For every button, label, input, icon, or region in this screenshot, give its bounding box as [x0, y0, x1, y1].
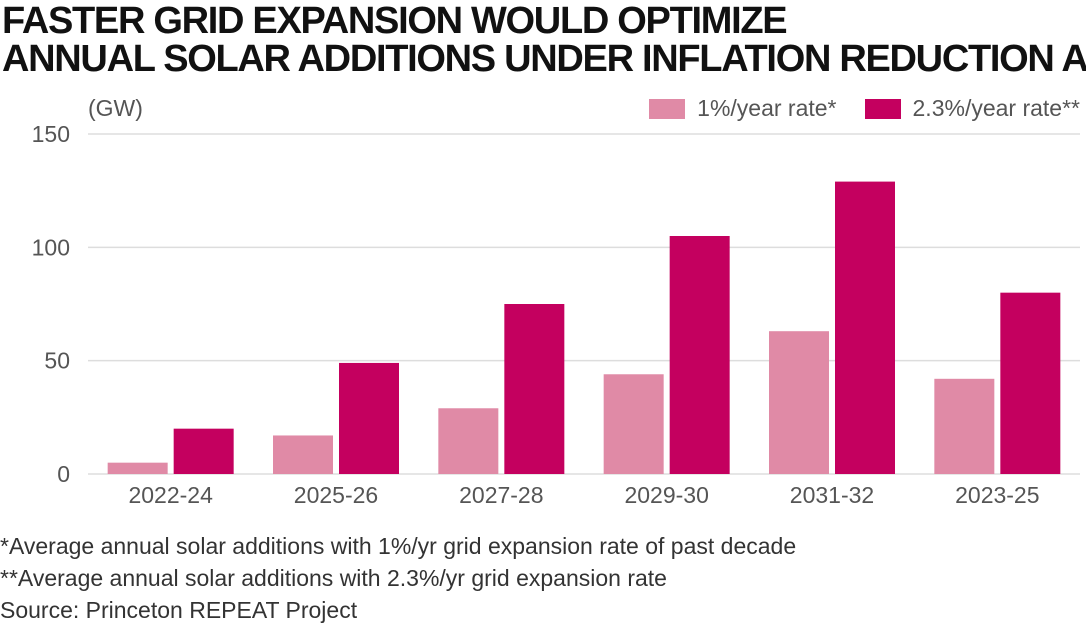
legend-swatch-series-2: [864, 98, 901, 119]
bar-series-2-2025-26: [339, 362, 399, 474]
bar-series-1-2023-25: [934, 378, 995, 474]
x-tick-label-2023-25: 2023-25: [955, 482, 1039, 508]
x-tick-label-2029-30: 2029-30: [624, 482, 708, 508]
chart-title: FASTER GRID EXPANSION WOULD OPTIMIZE ANN…: [2, 0, 1086, 80]
bar-series-2-2027-28: [504, 304, 565, 474]
y-tick-label-0: 0: [57, 461, 70, 487]
footnote-2: **Average annual solar additions with 2.…: [0, 565, 667, 591]
x-tick-label-2031-32: 2031-32: [790, 482, 874, 508]
legend-label-series-1: 1%/year rate*: [697, 95, 837, 121]
bar-series-1-2031-32: [769, 331, 829, 474]
y-tick-label-100: 100: [32, 234, 70, 260]
footnotes: *Average annual solar additions with 1%/…: [0, 530, 796, 626]
footnote-1: *Average annual solar additions with 1%/…: [0, 533, 797, 559]
legend-item-series-2: 2.3%/year rate**: [864, 95, 1080, 122]
y-tick-label-50: 50: [44, 348, 70, 374]
chart-title-line-2: ANNUAL SOLAR ADDITIONS UNDER INFLATION R…: [2, 38, 1086, 80]
bar-series-2-2029-30: [669, 236, 730, 474]
legend-swatch-series-1: [649, 98, 686, 119]
x-tick-label-2025-26: 2025-26: [294, 482, 378, 508]
legend-item-series-1: 1%/year rate*: [649, 95, 837, 122]
legend-label-series-2: 2.3%/year rate**: [912, 95, 1080, 121]
bar-series-2-2022-24: [173, 428, 234, 474]
y-tick-label-150: 150: [32, 121, 70, 147]
x-tick-label-2027-28: 2027-28: [459, 482, 543, 508]
y-axis-unit-label: (GW): [88, 95, 143, 121]
chart-title-line-1: FASTER GRID EXPANSION WOULD OPTIMIZE: [2, 0, 788, 42]
source-note: Source: Princeton REPEAT Project: [0, 597, 358, 623]
bar-series-2-2023-25: [1000, 292, 1061, 474]
x-tick-label-2022-24: 2022-24: [128, 482, 213, 508]
bar-series-1-2025-26: [273, 435, 333, 474]
bar-series-1-2022-24: [107, 462, 168, 474]
chart-legend: 1%/year rate* 2.3%/year rate**: [621, 95, 1080, 122]
bar-series-1-2029-30: [603, 374, 664, 474]
bar-series-1-2027-28: [438, 408, 499, 474]
bar-series-2-2031-32: [835, 181, 895, 474]
